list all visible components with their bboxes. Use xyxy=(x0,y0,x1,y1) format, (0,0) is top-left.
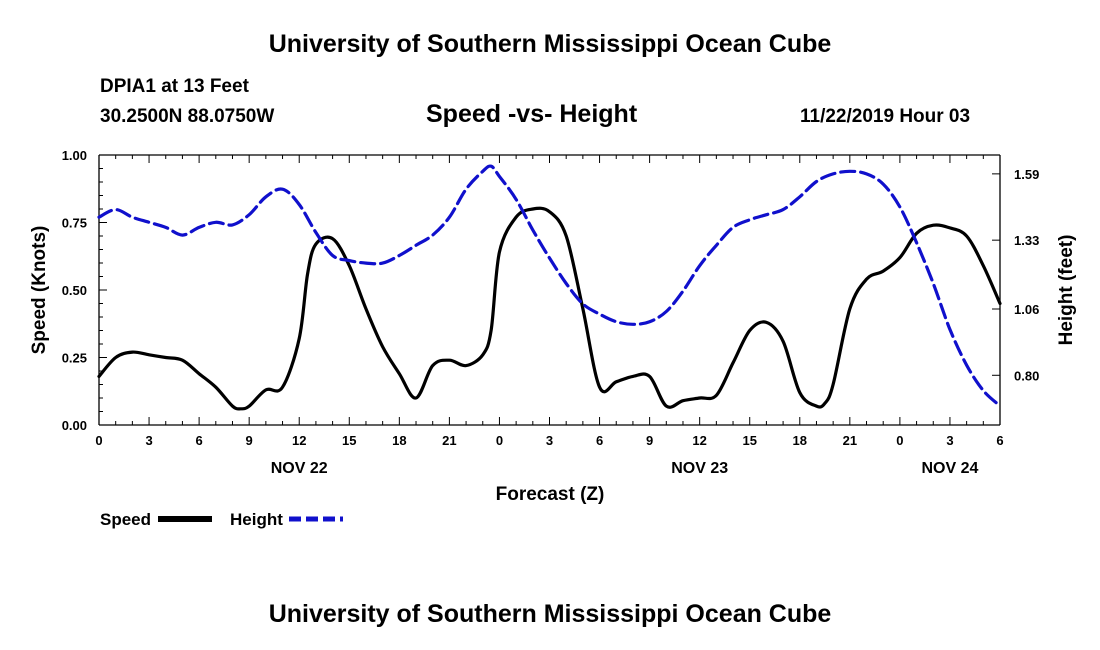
x-tick-label: 15 xyxy=(342,433,356,448)
x-tick-label: 9 xyxy=(246,433,253,448)
x-tick-label: 6 xyxy=(596,433,603,448)
x-tick-label: 15 xyxy=(742,433,756,448)
x-axis-label: Forecast (Z) xyxy=(496,484,605,505)
page-title-top: University of Southern Mississippi Ocean… xyxy=(268,30,832,58)
x-tick-label: 18 xyxy=(793,433,807,448)
chart-title: Speed -vs- Height xyxy=(426,100,638,128)
x-tick-label: 3 xyxy=(546,433,553,448)
height-series-line xyxy=(97,164,1002,408)
y2-tick-label: 1.06 xyxy=(1014,302,1039,317)
legend-height-label: Height xyxy=(230,510,283,529)
y-tick-label: 0.00 xyxy=(62,418,87,433)
y-tick-label: 0.25 xyxy=(62,351,87,366)
x-tick-label: 21 xyxy=(442,433,456,448)
chart-axes: 0 3 6 9 12 15 18 21 0 3 6 9 12 15 18 21 0 3 6 NOV 22 NOV 23 N… xyxy=(62,148,1040,477)
x-tick-label: 0 xyxy=(95,433,102,448)
location-label: 30.2500N 88.0750W xyxy=(100,106,275,127)
x-tick-label: 6 xyxy=(996,433,1003,448)
x-tick-label: 6 xyxy=(195,433,202,448)
x-tick-label: 0 xyxy=(896,433,903,448)
y2-axis-label: Height (feet) xyxy=(1056,235,1077,346)
y-tick-label: 1.00 xyxy=(62,148,87,163)
legend-speed-label: Speed xyxy=(100,510,152,529)
x-tick-label: 12 xyxy=(692,433,706,448)
y-axis-label: Speed (Knots) xyxy=(29,226,50,355)
y2-tick-label: 1.33 xyxy=(1014,233,1039,248)
x-tick-label: 3 xyxy=(946,433,953,448)
y-tick-label: 0.75 xyxy=(62,216,87,231)
legend-height-swatch xyxy=(289,516,343,522)
x-tick-label: 18 xyxy=(392,433,406,448)
y-tick-label: 0.50 xyxy=(62,283,87,298)
y2-tick-label: 1.59 xyxy=(1014,167,1039,182)
x-tick-label: 9 xyxy=(646,433,653,448)
x-tick-label: 0 xyxy=(496,433,503,448)
datetime-label: 11/22/2019 Hour 03 xyxy=(800,106,971,127)
x-tick-label: 3 xyxy=(145,433,152,448)
x-tick-label: 12 xyxy=(292,433,306,448)
x-tick-label: 21 xyxy=(843,433,857,448)
legend-speed-swatch xyxy=(158,516,212,522)
page-title-bottom: University of Southern Mississippi Ocean… xyxy=(268,600,832,628)
station-label: DPIA1 at 13 Feet xyxy=(100,76,249,97)
date-label: NOV 23 xyxy=(671,460,728,477)
date-label: NOV 22 xyxy=(271,460,328,477)
date-label: NOV 24 xyxy=(921,460,978,477)
speed-series-line xyxy=(97,206,1002,411)
chart-series xyxy=(97,164,1002,411)
y2-tick-label: 0.80 xyxy=(1014,368,1039,383)
